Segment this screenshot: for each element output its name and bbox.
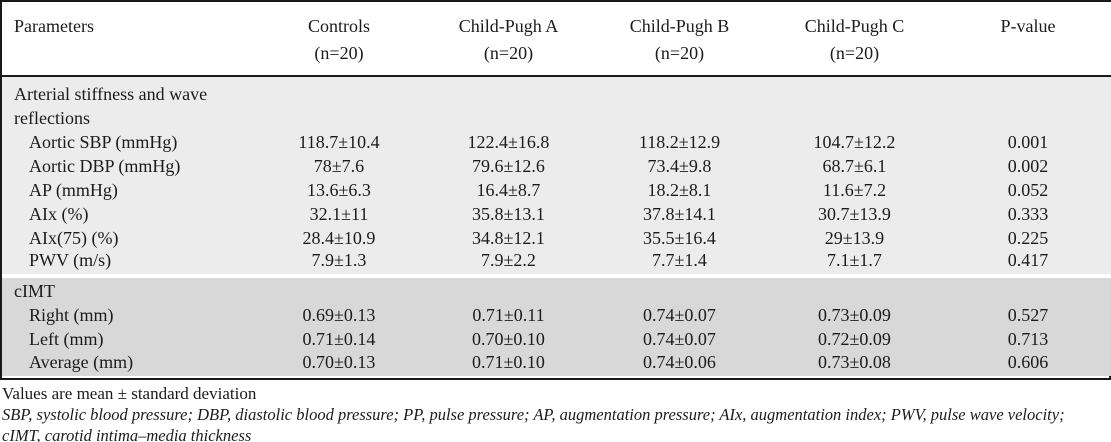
cell-child-pugh-a: 16.4±8.7 <box>424 178 593 202</box>
comparison-table: Parameters Controls (n=20) Child-Pugh A … <box>0 0 1111 380</box>
cell-child-pugh-a: 7.9±2.2 <box>424 250 593 276</box>
cell-param: Left (mm) <box>2 327 254 351</box>
cell-child-pugh-b: 35.5±16.4 <box>593 226 766 250</box>
cell-child-pugh-c: 0.72±0.09 <box>766 327 943 351</box>
cell-controls: 118.7±10.4 <box>254 130 424 154</box>
parameters-table: Parameters Controls (n=20) Child-Pugh A … <box>2 2 1111 376</box>
column-header-label: P-value <box>1000 16 1056 36</box>
cell-param: Aortic DBP (mmHg) <box>2 154 254 178</box>
cell-p-value: 0.001 <box>943 130 1111 154</box>
section-arterial-stiffness: Arterial stiffness and wave reflections … <box>2 76 1111 276</box>
column-header-child-pugh-c: Child-Pugh C (n=20) <box>766 2 943 77</box>
cell-controls: 0.69±0.13 <box>254 303 424 327</box>
cell-p-value: 0.333 <box>943 202 1111 226</box>
section-title: cIMT <box>14 281 55 301</box>
column-header-child-pugh-b: Child-Pugh B (n=20) <box>593 2 766 77</box>
column-header-label: Controls <box>307 16 370 36</box>
table-row: AP (mmHg) 13.6±6.3 16.4±8.7 18.2±8.1 11.… <box>2 178 1111 202</box>
section-title-cell: cIMT <box>2 274 1111 303</box>
cell-child-pugh-b: 18.2±8.1 <box>593 178 766 202</box>
table-row: Right (mm) 0.69±0.13 0.71±0.11 0.74±0.07… <box>2 303 1111 327</box>
column-header-label: Parameters <box>14 16 94 36</box>
column-header-parameters: Parameters <box>2 2 254 77</box>
cell-child-pugh-a: 34.8±12.1 <box>424 226 593 250</box>
cell-child-pugh-b: 37.8±14.1 <box>593 202 766 226</box>
column-header-n: (n=20) <box>654 43 705 63</box>
cell-param: AIx(75) (%) <box>2 226 254 250</box>
column-header-n: (n=20) <box>314 43 364 63</box>
cell-p-value: 0.002 <box>943 154 1111 178</box>
table-row: AIx (%) 32.1±11 35.8±13.1 37.8±14.1 30.7… <box>2 202 1111 226</box>
table-row: AIx(75) (%) 28.4±10.9 34.8±12.1 35.5±16.… <box>2 226 1111 250</box>
column-header-n: (n=20) <box>829 43 880 63</box>
cell-child-pugh-c: 0.73±0.09 <box>766 303 943 327</box>
cell-p-value: 0.052 <box>943 178 1111 202</box>
table-row: Left (mm) 0.71±0.14 0.70±0.10 0.74±0.07 … <box>2 327 1111 351</box>
cell-child-pugh-c: 68.7±6.1 <box>766 154 943 178</box>
cell-child-pugh-b: 73.4±9.8 <box>593 154 766 178</box>
cell-child-pugh-b: 0.74±0.07 <box>593 327 766 351</box>
cell-child-pugh-a: 0.70±0.10 <box>424 327 593 351</box>
column-header-n: (n=20) <box>483 43 534 63</box>
cell-param: AP (mmHg) <box>2 178 254 202</box>
cell-child-pugh-c: 30.7±13.9 <box>766 202 943 226</box>
cell-child-pugh-a: 0.71±0.11 <box>424 303 593 327</box>
cell-controls: 13.6±6.3 <box>254 178 424 202</box>
cell-child-pugh-c: 0.73±0.08 <box>766 351 943 376</box>
table-row: Aortic DBP (mmHg) 78±7.6 79.6±12.6 73.4±… <box>2 154 1111 178</box>
cell-child-pugh-b: 7.7±1.4 <box>593 250 766 276</box>
header-row: Parameters Controls (n=20) Child-Pugh A … <box>2 2 1111 77</box>
footnote-abbreviations-line1: SBP, systolic blood pressure; DBP, diast… <box>2 405 1065 424</box>
table-footnotes: Values are mean ± standard deviation SBP… <box>0 380 1111 442</box>
cell-p-value: 0.713 <box>943 327 1111 351</box>
cell-child-pugh-c: 7.1±1.7 <box>766 250 943 276</box>
cell-param: Aortic SBP (mmHg) <box>2 130 254 154</box>
cell-child-pugh-c: 11.6±7.2 <box>766 178 943 202</box>
cell-param: Right (mm) <box>2 303 254 327</box>
column-header-label: Child-Pugh B <box>629 16 730 36</box>
section-title: Arterial stiffness and wave reflections <box>14 84 208 128</box>
cell-controls: 0.70±0.13 <box>254 351 424 376</box>
column-header-controls: Controls (n=20) <box>254 2 424 77</box>
cell-p-value: 0.606 <box>943 351 1111 376</box>
table-row: Average (mm) 0.70±0.13 0.71±0.10 0.74±0.… <box>2 351 1111 376</box>
cell-child-pugh-b: 0.74±0.06 <box>593 351 766 376</box>
cell-p-value: 0.417 <box>943 250 1111 276</box>
section-header-row: Arterial stiffness and wave reflections <box>2 76 1111 130</box>
column-header-label: Child-Pugh A <box>458 16 559 36</box>
cell-child-pugh-a: 79.6±12.6 <box>424 154 593 178</box>
table-row: Aortic SBP (mmHg) 118.7±10.4 122.4±16.8 … <box>2 130 1111 154</box>
cell-child-pugh-a: 122.4±16.8 <box>424 130 593 154</box>
cell-controls: 0.71±0.14 <box>254 327 424 351</box>
cell-param: PWV (m/s) <box>2 250 254 276</box>
cell-child-pugh-a: 0.71±0.10 <box>424 351 593 376</box>
footnote-abbreviations-line2: cIMT, carotid intima–media thickness <box>2 426 252 442</box>
cell-controls: 78±7.6 <box>254 154 424 178</box>
column-header-p-value: P-value <box>943 2 1111 77</box>
section-title-cell: Arterial stiffness and wave reflections <box>2 76 1111 130</box>
column-header-child-pugh-a: Child-Pugh A (n=20) <box>424 2 593 77</box>
cell-controls: 32.1±11 <box>254 202 424 226</box>
cell-p-value: 0.527 <box>943 303 1111 327</box>
column-header-label: Child-Pugh C <box>804 16 905 36</box>
cell-child-pugh-c: 29±13.9 <box>766 226 943 250</box>
footnote-mean-sd: Values are mean ± standard deviation <box>2 384 257 403</box>
section-cimt: cIMT Right (mm) 0.69±0.13 0.71±0.11 0.74… <box>2 274 1111 376</box>
cell-child-pugh-b: 118.2±12.9 <box>593 130 766 154</box>
section-header-row: cIMT <box>2 274 1111 303</box>
cell-controls: 28.4±10.9 <box>254 226 424 250</box>
table-row: PWV (m/s) 7.9±1.3 7.9±2.2 7.7±1.4 7.1±1.… <box>2 250 1111 276</box>
cell-param: Average (mm) <box>2 351 254 376</box>
cell-controls: 7.9±1.3 <box>254 250 424 276</box>
cell-child-pugh-c: 104.7±12.2 <box>766 130 943 154</box>
cell-child-pugh-b: 0.74±0.07 <box>593 303 766 327</box>
cell-p-value: 0.225 <box>943 226 1111 250</box>
cell-child-pugh-a: 35.8±13.1 <box>424 202 593 226</box>
cell-param: AIx (%) <box>2 202 254 226</box>
